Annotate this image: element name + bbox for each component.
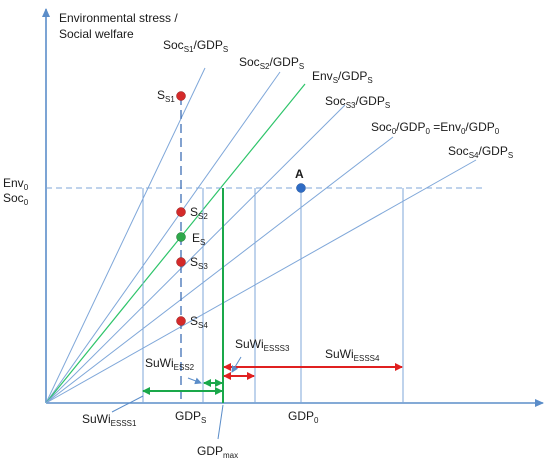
label-point-s2: SS2 bbox=[190, 205, 208, 221]
ray-soc-s2 bbox=[45, 71, 281, 404]
label-ray-soc-s3: SocS3/GDPS bbox=[325, 94, 390, 110]
gdpmax-pointer bbox=[217, 404, 224, 440]
point-s1 bbox=[176, 91, 186, 101]
label-gdpmax: GDPmax bbox=[197, 444, 238, 460]
suwi-es1-pointer bbox=[111, 395, 144, 413]
label-ray-soc-s4: SocS4/GDPS bbox=[448, 144, 513, 160]
label-soc0: Soc0 bbox=[3, 191, 29, 207]
ray-soc-s3 bbox=[45, 104, 346, 404]
suwi-es3-pointer bbox=[231, 356, 242, 373]
point-s2 bbox=[176, 207, 186, 217]
label-suwi-es4: SuWiESSS4 bbox=[325, 347, 380, 363]
label-point-s4: SS4 bbox=[190, 314, 208, 330]
label-point-a: A bbox=[295, 167, 304, 181]
point-s4 bbox=[176, 316, 186, 326]
y-axis-title-line2: Social welfare bbox=[59, 27, 134, 41]
label-point-s1: SS1 bbox=[157, 88, 175, 104]
label-ray-soc-s1: SocS1/GDPS bbox=[163, 38, 228, 54]
suwi-es2-pointer bbox=[187, 377, 202, 385]
label-ray-soc-0: Soc0/GDP0 =Env0/GDP0 bbox=[371, 120, 500, 136]
label-suwi-es3: SuWiESSS3 bbox=[235, 337, 290, 353]
label-ray-env-s: EnvS/GDPS bbox=[312, 69, 373, 85]
ray-soc-s1 bbox=[45, 67, 206, 404]
label-gdp0: GDP0 bbox=[288, 409, 319, 425]
label-suwi-es2: SuWiESS2 bbox=[145, 356, 195, 372]
label-gdps: GDPS bbox=[175, 409, 206, 425]
ray-env-s bbox=[45, 83, 306, 404]
ray-soc-s4 bbox=[45, 159, 477, 404]
ray-soc-0 bbox=[45, 136, 394, 404]
point-es bbox=[176, 232, 186, 242]
label-point-es: ES bbox=[192, 231, 205, 247]
label-ray-soc-s2: SocS2/GDPS bbox=[239, 55, 304, 71]
point-s3 bbox=[176, 257, 186, 267]
y-axis-title-line1: Environmental stress / bbox=[59, 11, 178, 25]
label-env0: Env0 bbox=[3, 176, 29, 192]
point-a bbox=[296, 183, 306, 193]
label-point-s3: SS3 bbox=[190, 255, 208, 271]
label-suwi-es1: SuWiESSS1 bbox=[82, 412, 137, 428]
